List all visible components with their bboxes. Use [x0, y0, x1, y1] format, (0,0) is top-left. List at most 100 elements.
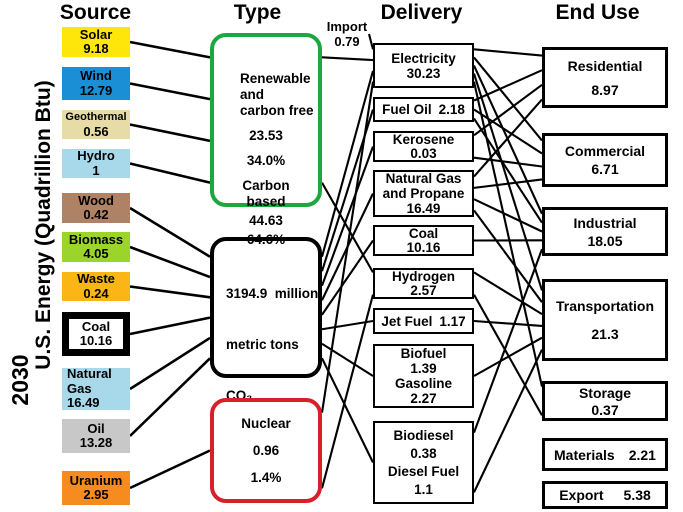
- end-use-label: Industrial: [573, 214, 637, 231]
- delivery-label: Biodiesel: [393, 428, 454, 443]
- end-use-box-storage: Storage 0.37: [542, 381, 668, 421]
- flow-line-renewable-to-electricity: [321, 56, 374, 62]
- column-header-source: Source: [59, 1, 132, 24]
- source-label: Solar: [79, 26, 113, 42]
- flow-line-nuclear-to-electricity: [320, 81, 375, 413]
- end-use-value: 2.21: [628, 446, 656, 463]
- end-use-box-export: Export 5.38: [542, 481, 668, 509]
- import-node: Import 0.79: [325, 19, 369, 49]
- source-label: Hydro: [77, 148, 115, 163]
- end-use-box-industrial: Industrial 18.05: [542, 207, 668, 256]
- source-label: Waste: [77, 271, 115, 286]
- source-box-solar: Solar 9.18: [62, 27, 130, 57]
- source-box-wind: Wind 12.79: [62, 67, 130, 100]
- delivery-label: Jet Fuel: [381, 313, 433, 329]
- source-label: Wood: [78, 192, 114, 208]
- source-value: 2.95: [83, 487, 109, 502]
- flow-line-carbon-to-kerosene: [321, 146, 374, 287]
- flow-line-geothermal-to-renewable: [129, 123, 211, 143]
- column-header-end-use: End Use: [555, 1, 640, 24]
- flow-line-ngp-to-industrial: [473, 198, 543, 233]
- source-value: 1: [92, 162, 100, 178]
- flow-line-coal_src-to-carbon: [129, 316, 211, 336]
- flow-line-hydro-to-renewable: [129, 162, 211, 184]
- flow-line-ngp-to-residential: [473, 98, 543, 178]
- column-header-type: Type: [233, 1, 282, 24]
- source-value: 0.42: [83, 207, 109, 222]
- source-label: Biomass: [68, 231, 124, 247]
- source-label: Wind: [80, 68, 112, 83]
- end-use-value: 6.71: [591, 161, 619, 177]
- delivery-box-electricity: Electricity 30.23: [373, 43, 474, 88]
- end-use-box-materials: Materials 2.21: [542, 438, 668, 471]
- type-label: Nuclear: [241, 416, 291, 432]
- end-use-value: 18.05: [587, 232, 623, 249]
- source-label: Uranium: [69, 472, 123, 488]
- type-box-nuclear: Nuclear 0.96 1.4%: [210, 398, 322, 503]
- delivery-label: and Propane: [382, 186, 465, 201]
- type-value: 44.63: [249, 212, 283, 228]
- end-use-label: Residential: [567, 57, 643, 74]
- flow-line-carbon-to-biodiesel: [321, 357, 374, 463]
- delivery-label: Gasoline: [394, 376, 453, 391]
- end-use-label: Materials: [554, 446, 615, 463]
- flow-line-solar-to-renewable: [129, 40, 211, 59]
- type-label-line: based: [246, 193, 286, 209]
- source-value: 4.05: [83, 246, 109, 261]
- delivery-label: Hydrogen: [391, 268, 455, 284]
- flow-line-waste-to-carbon: [129, 285, 211, 299]
- source-box-waste: Waste 0.24: [62, 271, 130, 301]
- delivery-value: 10.16: [406, 239, 441, 255]
- end-use-label: Transportation: [555, 298, 654, 314]
- flow-line-electricity-to-commercial: [473, 56, 543, 142]
- source-label: Natural Gas: [67, 366, 112, 396]
- source-label: Geothermal: [65, 111, 127, 123]
- flow-line-electricity-to-residential: [473, 48, 543, 57]
- delivery-box-biofuel-gasoline: Biofuel 1.39 Gasoline 2.27: [373, 344, 474, 408]
- flow-line-import-to-electricity: [367, 33, 375, 50]
- type-label: Renewable and carbon free: [240, 71, 314, 119]
- delivery-value: 2.18: [438, 102, 465, 117]
- year-label: 2030: [7, 354, 33, 406]
- delivery-value: 2.57: [410, 282, 437, 298]
- delivery-value: 0.38: [410, 446, 437, 461]
- source-label: Coal: [81, 318, 111, 334]
- source-box-oil: Oil 13.28: [62, 419, 130, 453]
- source-value: 10.16: [79, 333, 113, 348]
- type-value: 23.53: [249, 128, 283, 143]
- end-use-value: 5.38: [623, 487, 651, 503]
- flow-line-wood-to-carbon: [129, 206, 211, 258]
- delivery-box-hydrogen: Hydrogen 2.57: [373, 268, 474, 299]
- delivery-box-natural-gas-propane: Natural Gas and Propane 16.49: [373, 170, 474, 217]
- source-value: 0.24: [83, 285, 109, 301]
- delivery-box-kerosene: Kerosene 0.03: [373, 131, 474, 162]
- flow-line-carbon-to-biofuel: [321, 342, 374, 377]
- source-box-coal: Coal 10.16: [62, 312, 130, 356]
- co2-note: 3194.9 million metric tons CO₂: [226, 251, 318, 438]
- co2-note-line: 3194.9 million: [226, 285, 319, 301]
- flow-line-natgas_src-to-carbon: [129, 336, 211, 391]
- source-value: 13.28: [79, 435, 113, 450]
- end-use-label: Storage: [578, 384, 632, 401]
- delivery-value: 0.03: [410, 145, 437, 161]
- flow-line-carbon-to-coal_del: [321, 239, 374, 316]
- delivery-box-biodiesel-diesel: Biodiesel 0.38 Diesel Fuel 1.1: [373, 421, 474, 504]
- delivery-label: Kerosene: [392, 131, 455, 147]
- end-use-label: Export: [559, 487, 604, 503]
- type-label-line: and: [240, 87, 265, 102]
- source-value: 0.56: [83, 123, 109, 139]
- source-box-wood: Wood 0.42: [62, 193, 130, 223]
- end-use-box-transportation: Transportation 21.3: [542, 279, 668, 361]
- delivery-box-jet-fuel: Jet Fuel 1.17: [373, 308, 474, 334]
- delivery-label: Biofuel: [400, 346, 447, 361]
- end-use-value: 0.37: [591, 401, 619, 418]
- flow-line-electricity-to-industrial: [473, 65, 543, 215]
- delivery-label: Natural Gas: [385, 171, 462, 186]
- flow-line-hydrogen-to-storage: [473, 294, 543, 416]
- type-percent: 1.4%: [250, 469, 282, 485]
- flow-line-kerosene-to-commercial: [473, 156, 543, 168]
- delivery-value: 1.39: [410, 361, 437, 376]
- type-box-carbon-based: Carbon based 44.63 64.6% 3194.9 million …: [210, 178, 322, 403]
- delivery-label: Coal: [408, 225, 439, 241]
